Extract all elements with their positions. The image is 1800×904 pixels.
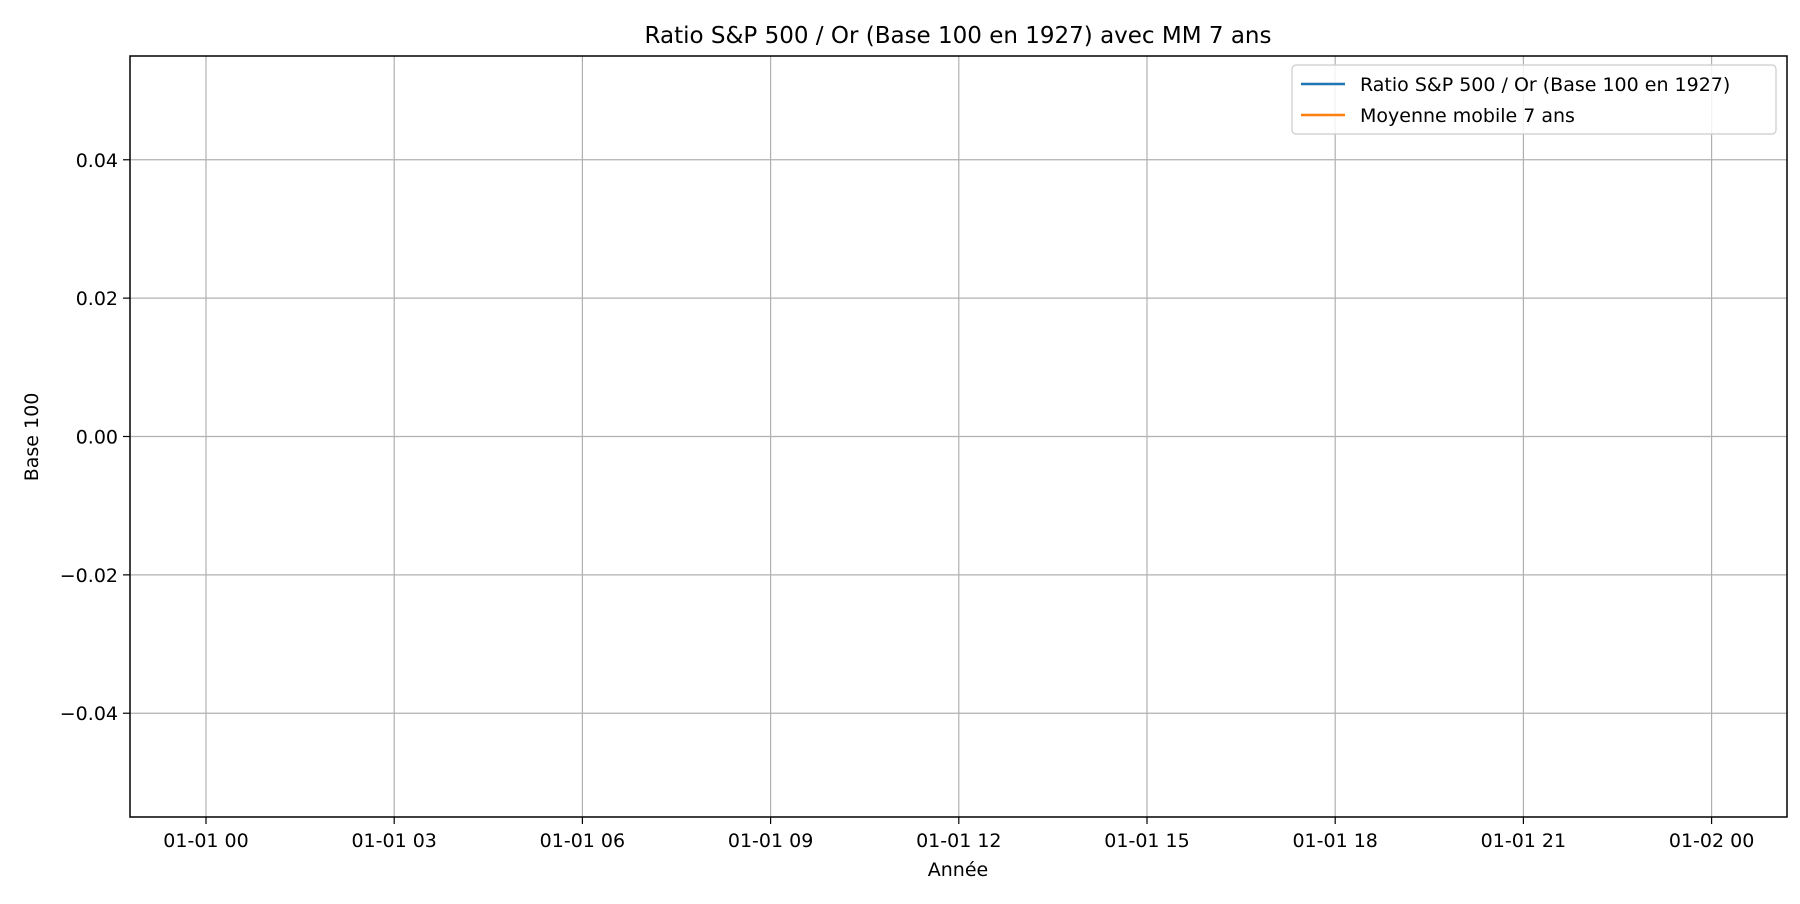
x-tick-label: 01-01 18 bbox=[1292, 830, 1377, 852]
y-tick-layer: 0.04 0.02 0.00 −0.02 −0.04 bbox=[60, 150, 130, 725]
chart-title: Ratio S&P 500 / Or (Base 100 en 1927) av… bbox=[645, 23, 1272, 49]
y-tick-label: 0.04 bbox=[76, 150, 118, 172]
y-tick-label: 0.02 bbox=[76, 288, 118, 310]
x-tick-label: 01-01 06 bbox=[540, 830, 625, 852]
x-tick-label: 01-01 09 bbox=[728, 830, 813, 852]
legend-label-moving-average: Moyenne mobile 7 ans bbox=[1360, 105, 1575, 127]
legend-box bbox=[1291, 64, 1777, 135]
x-axis-label: Année bbox=[928, 859, 988, 881]
x-tick-label: 01-01 21 bbox=[1481, 830, 1566, 852]
y-tick-label: −0.04 bbox=[60, 703, 118, 725]
y-tick-label: 0.00 bbox=[76, 427, 118, 449]
grid-layer bbox=[130, 56, 1787, 817]
x-tick-label: 01-01 03 bbox=[351, 830, 436, 852]
x-tick-label: 01-01 15 bbox=[1104, 830, 1189, 852]
y-tick-label: −0.02 bbox=[60, 565, 118, 587]
legend: Ratio S&P 500 / Or (Base 100 en 1927) Mo… bbox=[1291, 64, 1777, 135]
legend-label-ratio: Ratio S&P 500 / Or (Base 100 en 1927) bbox=[1360, 74, 1730, 96]
x-tick-layer: 01-01 00 01-01 03 01-01 06 01-01 09 01-01 12… bbox=[163, 817, 1754, 852]
y-axis-label: Base 100 bbox=[21, 393, 43, 482]
x-tick-label: 01-02 00 bbox=[1669, 830, 1754, 852]
x-tick-label: 01-01 00 bbox=[163, 830, 248, 852]
x-tick-label: 01-01 12 bbox=[916, 830, 1001, 852]
